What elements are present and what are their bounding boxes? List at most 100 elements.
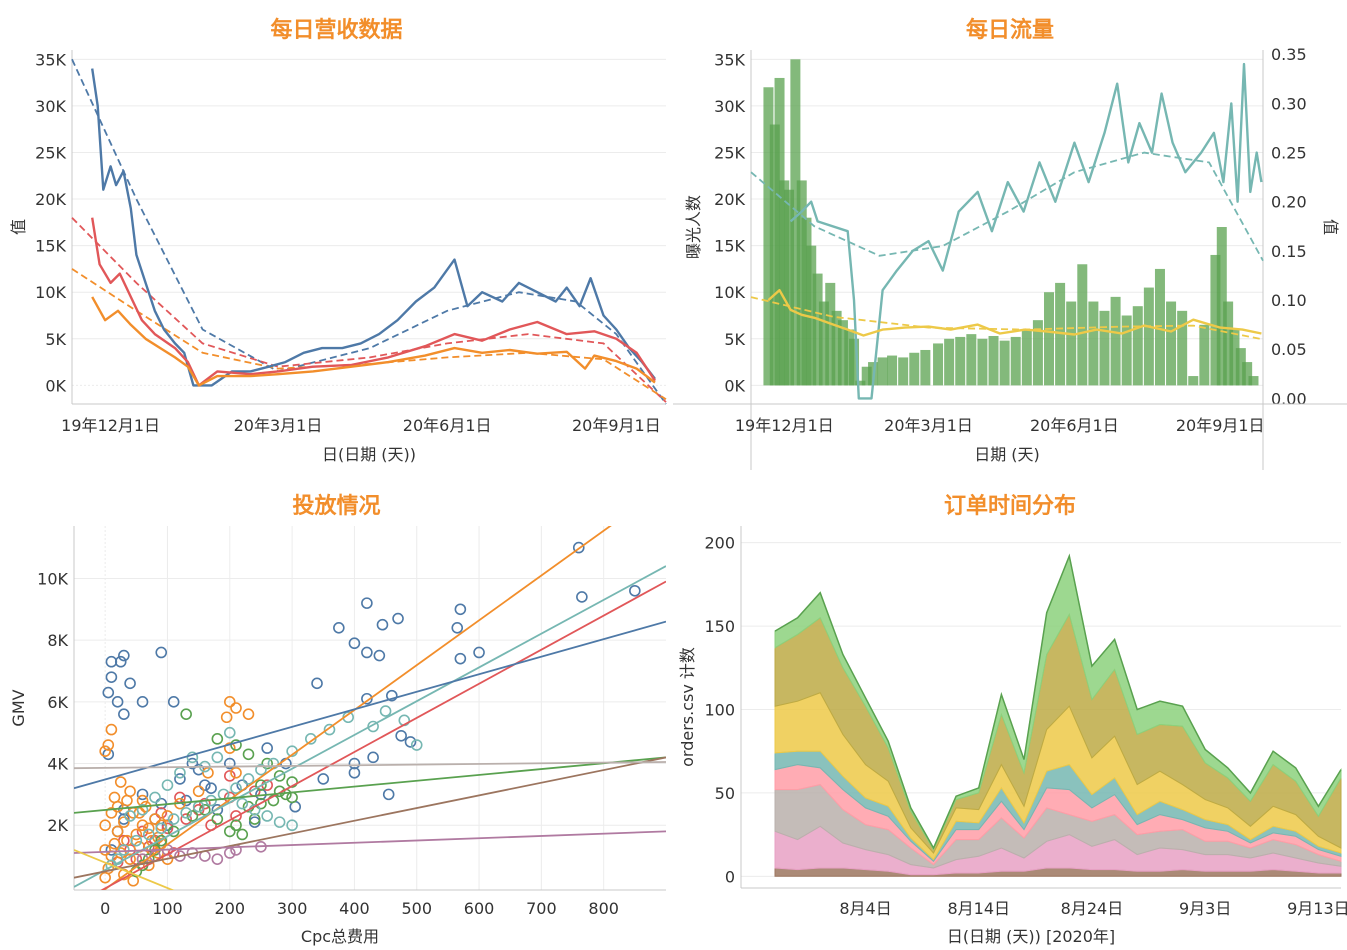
y-tick-label: 0K xyxy=(45,376,66,395)
y-axis-title: GMV xyxy=(9,689,28,726)
bar xyxy=(831,310,842,386)
bar xyxy=(855,380,866,386)
scatter-point xyxy=(149,791,161,804)
scatter-point xyxy=(167,696,180,708)
scatter-point xyxy=(105,671,118,683)
x-tick-label: 8月14日 xyxy=(947,899,1010,918)
y-tick-label: 0 xyxy=(725,867,735,886)
scatter-point xyxy=(99,819,111,832)
scatter-point xyxy=(161,779,174,791)
bar xyxy=(790,59,801,386)
x-axis-title: 日期 (天) xyxy=(974,445,1040,464)
y-tick-label: 200 xyxy=(704,534,735,553)
trend-line xyxy=(102,526,612,890)
scatter-point xyxy=(379,705,392,717)
bar xyxy=(1154,268,1165,386)
x-tick-label: 9月3日 xyxy=(1179,899,1231,918)
bar xyxy=(818,301,829,386)
scatter-point xyxy=(373,649,386,662)
scatter-point xyxy=(114,776,127,788)
scatter-point xyxy=(108,791,121,804)
y-tick-label: 100 xyxy=(704,701,735,720)
scatter-point xyxy=(304,733,317,745)
scatter-point xyxy=(136,803,149,816)
chart-title: 每日流量 xyxy=(965,18,1054,43)
y2-tick-label: 0.20 xyxy=(1271,193,1307,212)
bar xyxy=(1242,362,1253,386)
trend-line xyxy=(74,756,666,814)
scatter-point xyxy=(114,655,127,668)
scatter-point xyxy=(410,739,423,751)
scatter-point xyxy=(202,766,214,779)
scatter-point xyxy=(174,766,186,779)
scatter-point xyxy=(361,597,373,609)
plot-area xyxy=(74,526,666,890)
x-tick-label: 20年9月1日 xyxy=(1176,416,1265,435)
bar xyxy=(825,282,836,386)
y-tick-label: 150 xyxy=(704,617,735,636)
x-tick-label: 20年6月1日 xyxy=(403,416,492,435)
scatter-point xyxy=(311,677,323,690)
y-tick-label: 15K xyxy=(35,237,66,256)
bar xyxy=(1077,264,1088,386)
scatter-point xyxy=(242,748,255,761)
bar xyxy=(1044,292,1055,386)
scatter-point xyxy=(161,810,174,822)
scatter-point xyxy=(142,828,155,841)
scatter-point xyxy=(108,837,121,850)
scatter-point xyxy=(230,739,242,751)
scatter-point xyxy=(155,807,168,819)
scatter-point xyxy=(149,813,161,825)
x-tick-label: 600 xyxy=(464,899,495,918)
traffic-chart: 0K 5K 10K 15K 20K 25K 30K 35K 0.00 0.05 0.10 0.15 0.… xyxy=(673,45,1347,470)
scatter-point xyxy=(223,825,236,838)
bar xyxy=(1055,282,1066,386)
revenue-panel: 每日营收数据 0K 5K 10K 15K 20K 25K 30K 35K 19年12月1日 20年… xyxy=(0,0,673,470)
scatter-point xyxy=(395,729,407,742)
bar xyxy=(933,343,944,386)
x-tick-label: 20年6月1日 xyxy=(1030,416,1119,435)
x-tick-label: 300 xyxy=(277,899,308,918)
scatter-point xyxy=(376,618,389,631)
scatter-point xyxy=(118,844,130,856)
x-tick-label: 400 xyxy=(339,899,370,918)
y-tick-label: 5K xyxy=(45,330,66,349)
trend-line xyxy=(750,151,1264,262)
scatter-point xyxy=(161,822,174,835)
y-tick-label: 5K xyxy=(724,330,745,349)
bar xyxy=(1229,329,1240,386)
scatter-point xyxy=(192,785,205,798)
scatter-point xyxy=(451,621,464,634)
scatter-point xyxy=(118,816,130,828)
scatter-point xyxy=(404,736,417,748)
scatter-point xyxy=(142,822,155,835)
scatter-point xyxy=(211,813,224,825)
y-tick-label: 10K xyxy=(37,569,68,588)
scatter-point xyxy=(105,807,118,819)
bar xyxy=(1121,315,1132,386)
scatter-point xyxy=(205,782,217,795)
scatter-point xyxy=(230,702,242,714)
y-tick-label: 10K xyxy=(35,283,66,302)
y2-tick-label: 0.35 xyxy=(1271,45,1307,64)
y-tick-label: 20K xyxy=(714,190,745,209)
series-line xyxy=(91,217,657,387)
bar xyxy=(763,87,774,386)
bar xyxy=(988,335,999,386)
scatter-point xyxy=(255,779,267,791)
trend-line xyxy=(71,217,667,403)
x-tick-label: 8月24日 xyxy=(1061,899,1124,918)
scatter-point xyxy=(105,655,118,668)
bar xyxy=(955,336,966,386)
bar xyxy=(1210,254,1221,386)
y-axis-title: orders.csv 计数 xyxy=(678,647,697,767)
bar xyxy=(861,366,872,386)
bar xyxy=(1088,301,1099,386)
scatter-point xyxy=(223,696,236,708)
y-tick-label: 6K xyxy=(47,693,68,712)
x-tick-label: 700 xyxy=(526,899,557,918)
scatter-point xyxy=(180,794,192,807)
trend-line xyxy=(74,761,666,770)
scatter-point xyxy=(392,612,404,625)
scatter-point xyxy=(230,819,242,832)
